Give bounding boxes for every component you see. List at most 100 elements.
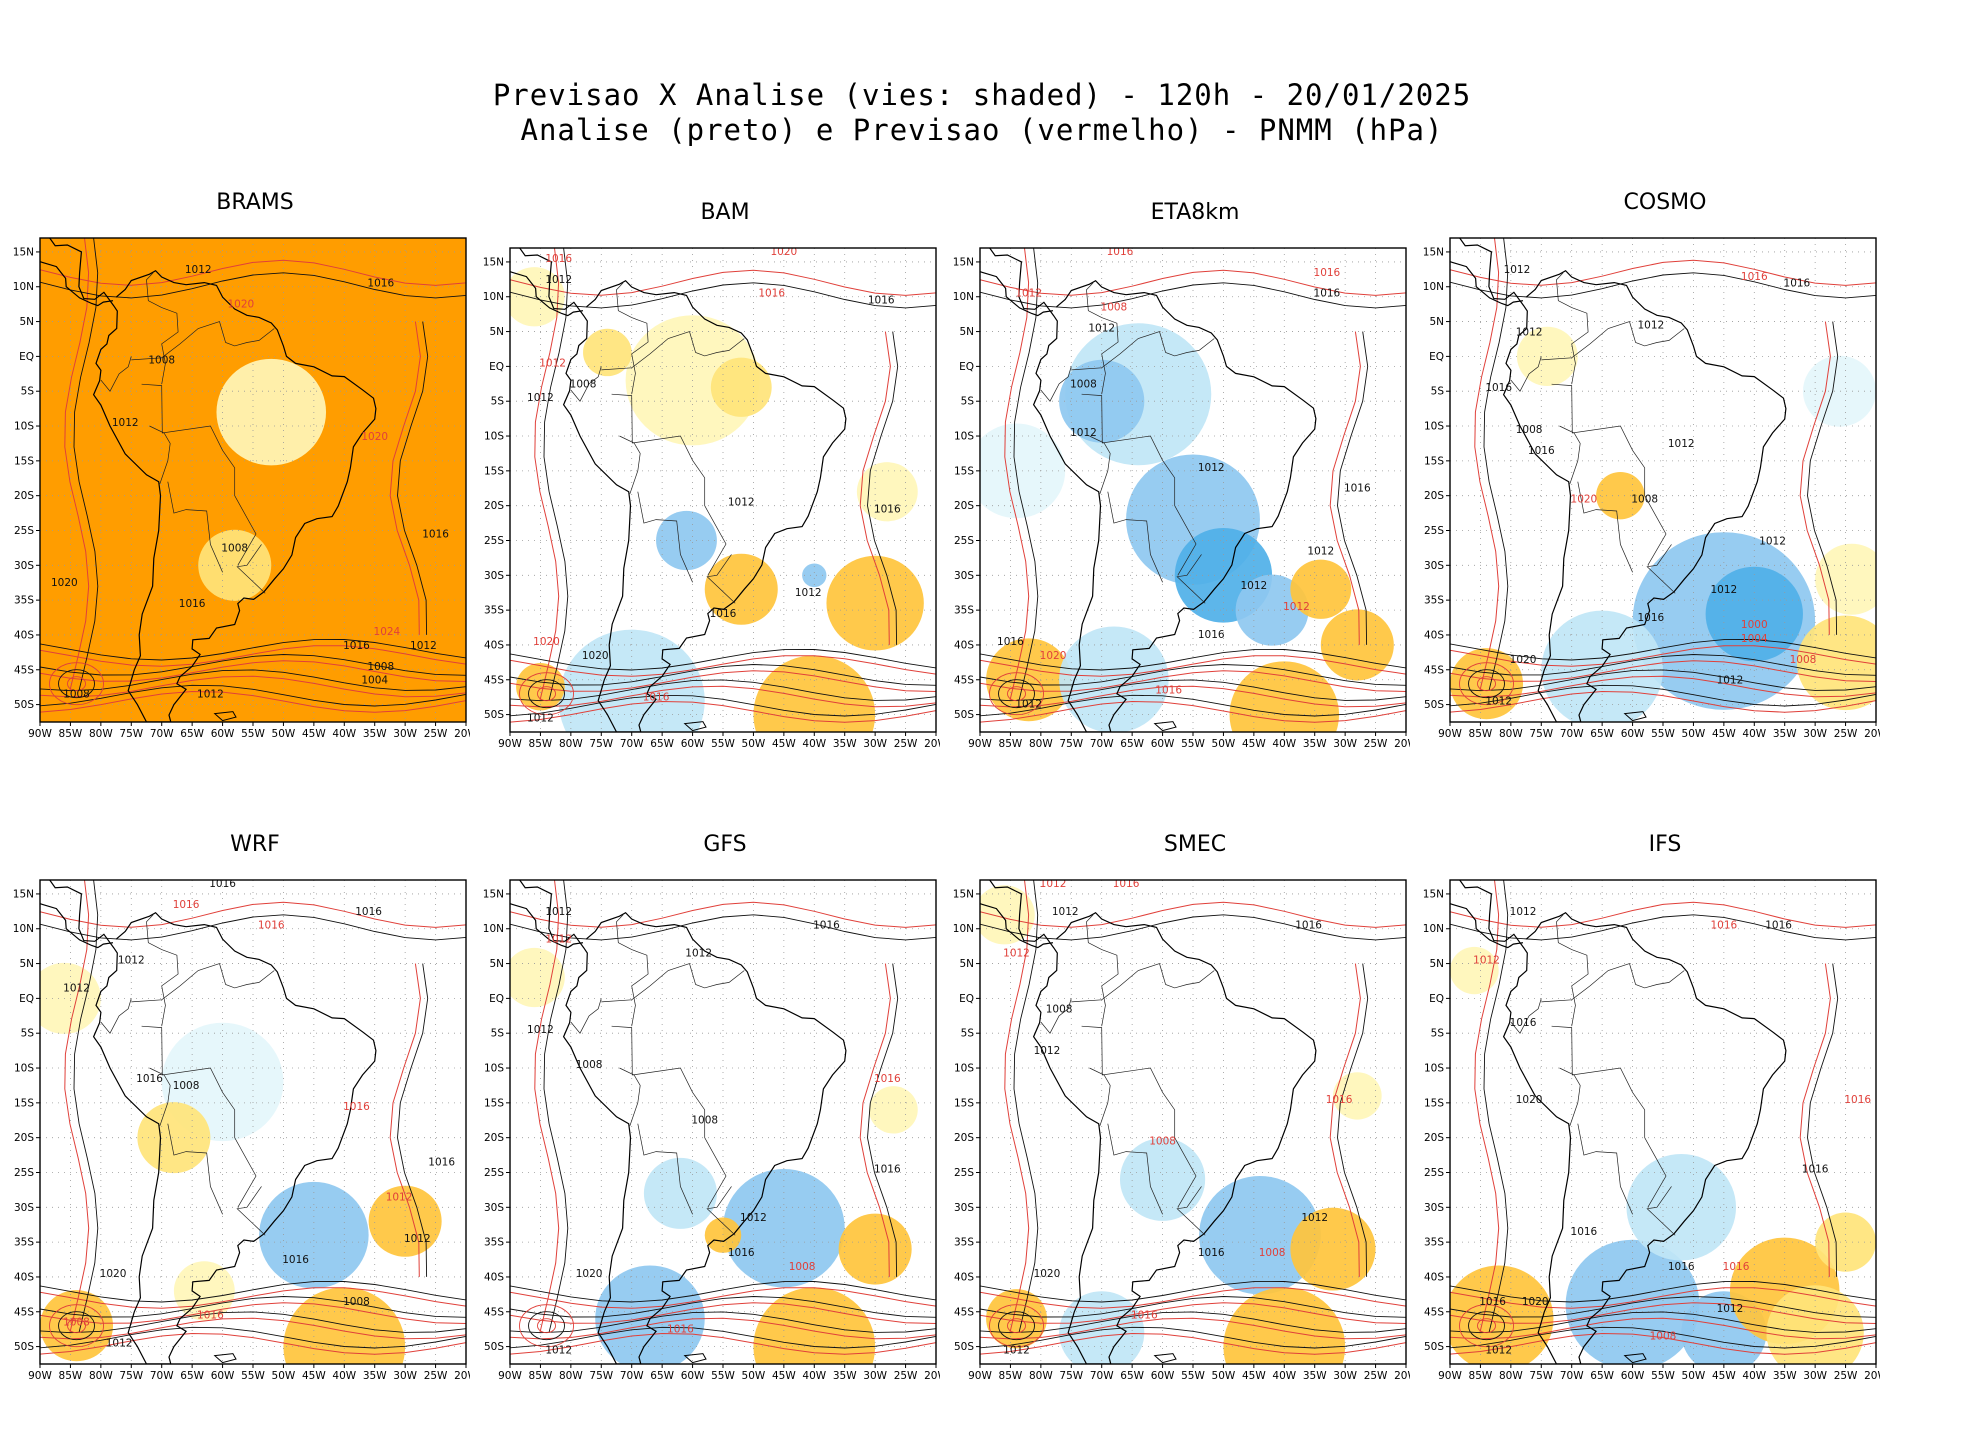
bias-anomaly-area (583, 328, 632, 377)
bias-anomaly-area (368, 1185, 442, 1257)
lat-tick-label: 10S (954, 431, 974, 443)
bias-anomaly-area (1059, 626, 1169, 732)
bias-anomaly-area (704, 1217, 742, 1253)
contour-label: 1016 (868, 295, 895, 307)
lon-tick-label: 35W (1303, 738, 1327, 750)
lon-tick-label: 65W (180, 728, 204, 740)
isobar-line (40, 690, 466, 713)
lat-tick-label: 15N (1423, 888, 1444, 900)
isobar-line (534, 880, 560, 1333)
isobar-line (980, 1281, 1406, 1303)
lon-tick-label: 85W (1469, 1370, 1493, 1382)
lon-tick-label: 35W (363, 1370, 387, 1382)
isobar-line (40, 1302, 466, 1324)
contour-label: 1016 (1131, 1310, 1158, 1322)
contour-label: 1016 (728, 1247, 755, 1259)
country-border (167, 1123, 223, 1215)
lat-tick-label: 40S (14, 1271, 34, 1283)
lat-tick-label: EQ (489, 993, 504, 1005)
contour-label: 1012 (685, 948, 712, 960)
lat-tick-label: 5S (21, 1028, 35, 1040)
contour-label: 1016 (1198, 1247, 1225, 1259)
lon-tick-label: 20W (454, 1370, 470, 1382)
lat-tick-label: 10N (483, 291, 504, 303)
country-border (1577, 481, 1633, 573)
lon-tick-label: 30W (863, 738, 887, 750)
country-border (1107, 491, 1163, 583)
lat-tick-label: EQ (19, 351, 34, 363)
bias-map-svg: 1012 1012 1016 1012 1012 1008 1016 1008 1016 1012… (483, 879, 940, 1382)
lon-tick-label: 45W (302, 1370, 326, 1382)
contour-label: 1016 (197, 1310, 224, 1322)
isobar-line (1450, 1317, 1876, 1340)
lat-tick-label: 40S (484, 1271, 504, 1283)
isobar-line (64, 238, 90, 691)
contour-label: 1020 (1034, 1268, 1061, 1280)
isobar-line (1450, 645, 1876, 667)
country-border (601, 331, 745, 371)
lon-tick-label: 50W (742, 1370, 766, 1382)
lat-tick-label: 30S (14, 560, 34, 572)
lat-tick-label: 15N (953, 888, 974, 900)
isobar-line (510, 1332, 936, 1355)
isobar-line (64, 880, 90, 1333)
contour-label: 1016 (1198, 629, 1225, 641)
lon-tick-label: 30W (393, 728, 417, 740)
lon-tick-label: 90W (28, 1370, 52, 1382)
contour-label: 1012 (795, 587, 822, 599)
isobar-line (40, 1311, 466, 1334)
isobar-line (397, 963, 429, 1277)
lat-tick-label: 50S (954, 1341, 974, 1353)
isobar-line (867, 963, 899, 1277)
lat-tick-label: 15S (484, 1097, 504, 1109)
isobar-line (510, 1311, 936, 1334)
contour-label: 1016 (1314, 267, 1341, 279)
bias-anomaly-area (656, 510, 717, 571)
lon-tick-label: 75W (1059, 1370, 1083, 1382)
isobar-line (543, 248, 569, 701)
isobar-line (40, 1317, 466, 1340)
isobar-line (980, 685, 1406, 708)
lon-tick-label: 60W (211, 728, 235, 740)
isobar-line (980, 664, 1406, 686)
lon-tick-label: 40W (1272, 1370, 1296, 1382)
lon-tick-label: 30W (863, 1370, 887, 1382)
lon-tick-label: 80W (1499, 1370, 1523, 1382)
lat-tick-label: 25S (14, 1167, 34, 1179)
lat-tick-label: 40S (1424, 1271, 1444, 1283)
contour-label: 1012 (527, 1024, 554, 1036)
lon-tick-label: 30W (1803, 728, 1827, 740)
isobar-line (510, 694, 936, 717)
contour-label: 1008 (1149, 1136, 1176, 1148)
contour-label: 1008 (1516, 424, 1543, 436)
lat-tick-label: 45S (14, 664, 34, 676)
figure-title-line-1: Previsao X Analise (vies: shaded) - 120h… (492, 78, 1472, 112)
isobar-line (980, 694, 1406, 717)
lat-tick-label: 10N (953, 291, 974, 303)
panel-title: ETA8km (1150, 200, 1240, 225)
isobar-line (1807, 321, 1839, 635)
lat-tick-label: 10N (1423, 923, 1444, 935)
isobar-line (534, 248, 560, 701)
bias-map-svg: 1016 1016 1016 1012 1008 1012 1008 1012 1012 1016… (953, 247, 1410, 750)
isobar-line (510, 901, 936, 928)
contour-label: 1016 (643, 692, 670, 704)
contour-label: 1012 (1040, 878, 1067, 890)
contour-label: 1020 (1040, 650, 1067, 662)
contour-label: 1012 (728, 497, 755, 509)
contour-label: 1016 (1510, 1017, 1537, 1029)
country-border (1551, 383, 1667, 566)
lat-tick-label: 40S (484, 639, 504, 651)
bias-anomaly-area (802, 563, 827, 588)
contour-label: 1012 (1003, 1345, 1030, 1357)
isobar-line (1474, 880, 1500, 1333)
lat-tick-label: 10S (484, 1063, 504, 1075)
lat-tick-label: 5S (21, 386, 35, 398)
isobar-line (980, 914, 1406, 941)
lon-tick-label: 25W (1834, 1370, 1858, 1382)
contour-label: 1004 (361, 675, 388, 687)
country-border (1089, 435, 1111, 494)
isobar-line (543, 880, 569, 1333)
contour-label: 1012 (1485, 696, 1512, 708)
country-border (619, 1067, 641, 1126)
